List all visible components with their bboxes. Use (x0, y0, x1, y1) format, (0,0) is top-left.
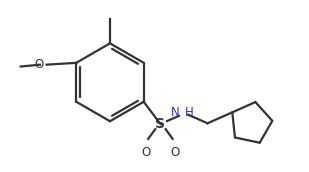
Text: O: O (142, 146, 151, 159)
Text: N: N (171, 106, 180, 119)
Text: O: O (35, 58, 44, 71)
Text: S: S (155, 117, 165, 131)
Text: H: H (184, 106, 193, 119)
Text: O: O (170, 146, 179, 159)
